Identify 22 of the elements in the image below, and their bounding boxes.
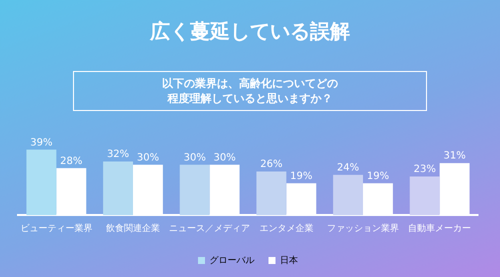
data-label: 31% <box>444 150 466 162</box>
x-tick-label: ビューティー業界 <box>20 222 92 234</box>
data-label: 30% <box>136 152 160 164</box>
data-label: 39% <box>30 137 52 148</box>
chart-title: 広く蔓延している誤解 <box>148 18 351 45</box>
data-label: 30% <box>184 152 206 164</box>
legend-label: グローバル <box>210 254 254 266</box>
data-label: 28% <box>60 156 82 167</box>
data-label: 26% <box>260 159 282 170</box>
data-label: 32% <box>106 149 130 160</box>
data-label: 30% <box>214 152 236 164</box>
data-label: 24% <box>336 162 360 174</box>
data-label: 19% <box>366 170 390 182</box>
data-label: 23% <box>414 164 436 176</box>
chart-subtitle: 以下の業界は、高齢化についてどの程度理解していると思いますか？ <box>161 76 339 106</box>
x-tick-label: ニュース／メディア <box>169 224 250 234</box>
x-tick-label: 自動車メーカー <box>408 222 472 234</box>
x-tick-label: 飲食関連企業 <box>106 222 160 234</box>
x-tick-label: ファッション業界 <box>327 222 399 234</box>
x-tick-label: エンタメ企業 <box>259 222 314 234</box>
legend-label: 日本 <box>280 254 298 266</box>
data-label: 19% <box>290 170 312 182</box>
